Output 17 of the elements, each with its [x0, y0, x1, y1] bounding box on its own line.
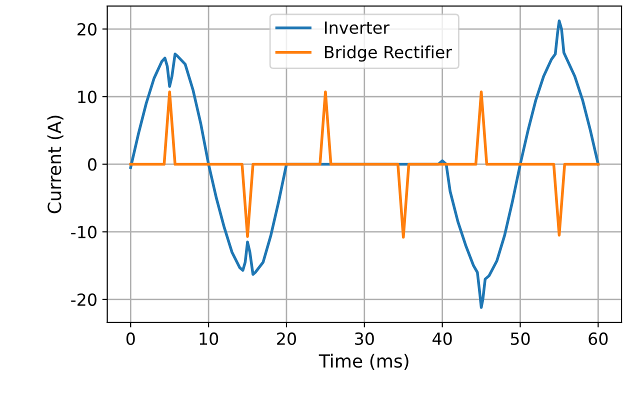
- y-tick-label: -20: [71, 293, 96, 306]
- y-tick-label: 0: [88, 158, 96, 171]
- y-tick-label: -10: [71, 226, 96, 238]
- y-axis-title: Current (A): [47, 116, 64, 214]
- x-tick-label: 20: [277, 332, 296, 346]
- line-series: [129, 90, 600, 239]
- x-tick-label: 30: [355, 332, 374, 346]
- x-axis-title: Time (ms): [318, 354, 408, 370]
- x-tick-label: 40: [432, 332, 452, 346]
- x-tick-label: 50: [510, 332, 530, 346]
- x-tick-label: 10: [200, 332, 218, 346]
- y-tick-label: 10: [78, 90, 96, 104]
- legend-label: Inverter: [325, 22, 390, 34]
- x-tick-label: 60: [588, 332, 608, 346]
- legend-label: Bridge Rectifier: [325, 46, 452, 62]
- x-tick-label: 0: [126, 332, 135, 346]
- y-tick-label: 20: [78, 22, 96, 36]
